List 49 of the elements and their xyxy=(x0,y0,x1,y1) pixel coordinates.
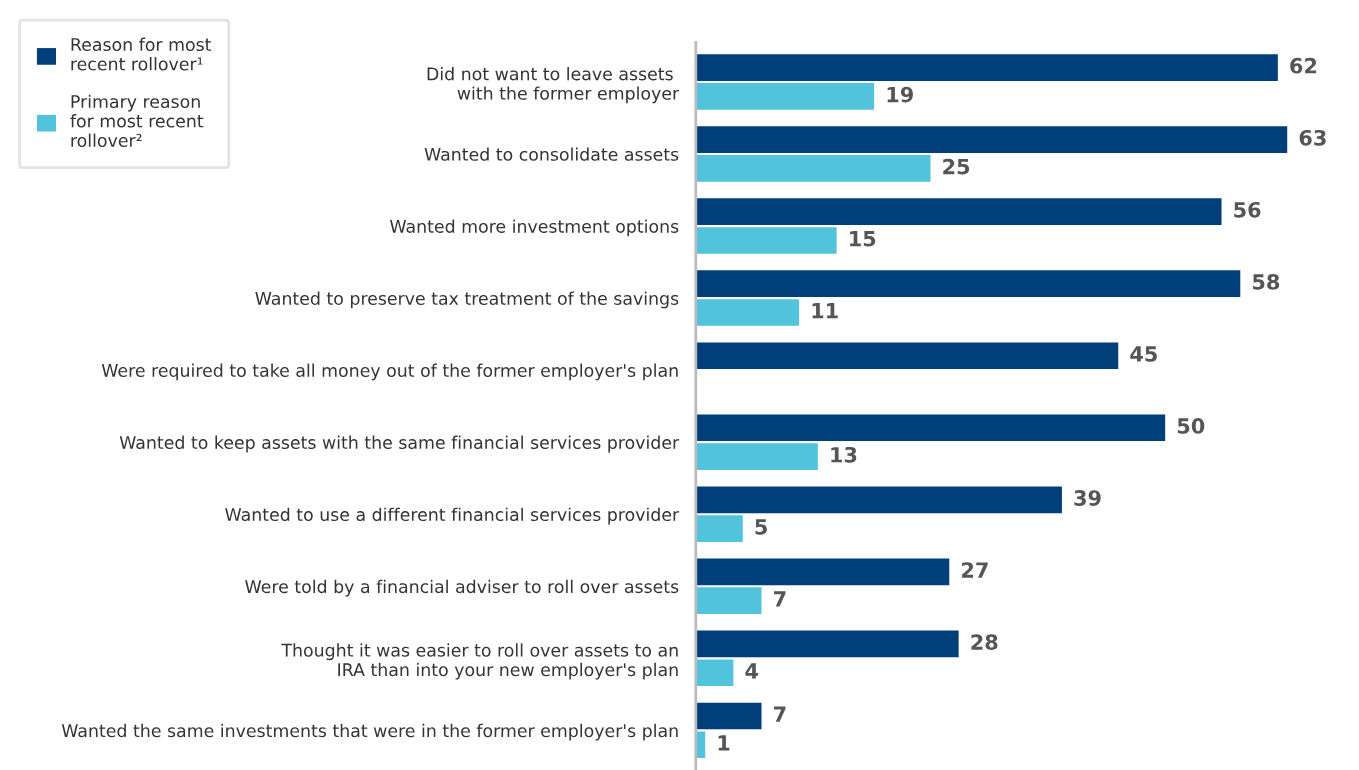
y-tick-label: Wanted to keep assets with the same financial services provider xyxy=(119,435,680,453)
y-tick-label: Wanted to use a different financial services provider xyxy=(225,507,680,525)
legend-label: Reason for most recent rollover¹ xyxy=(71,37,212,71)
data-label: 1 xyxy=(718,735,730,751)
bar xyxy=(695,342,1119,370)
y-tick-label: Wanted to preserve tax treatment of the savings xyxy=(255,291,679,309)
bar xyxy=(695,414,1166,442)
bar xyxy=(695,155,931,182)
data-label: 11 xyxy=(812,303,838,319)
bar xyxy=(695,83,875,110)
bar xyxy=(695,299,800,326)
data-label: 7 xyxy=(774,706,786,722)
data-label: 4 xyxy=(745,663,759,679)
y-tick-label: Thought it was easier to roll over assets to an IRA than into your new employer's plan xyxy=(281,643,678,680)
bar xyxy=(695,54,1278,81)
bar xyxy=(695,486,1062,514)
data-label: 45 xyxy=(1130,346,1157,362)
data-label: 27 xyxy=(962,562,988,578)
bar xyxy=(695,630,959,658)
bar xyxy=(695,126,1288,153)
y-tick-label: Wanted more investment options xyxy=(390,219,679,237)
data-label: 19 xyxy=(887,86,913,103)
y-tick-label: Wanted the same investments that were in the former employer's plan xyxy=(61,723,678,741)
data-label: 63 xyxy=(1299,129,1326,146)
data-label: 39 xyxy=(1074,490,1101,506)
bar xyxy=(695,558,950,586)
bar xyxy=(695,198,1222,225)
y-tick-label: Did not want to leave assets with the former employer xyxy=(427,66,680,104)
data-label: 58 xyxy=(1253,273,1280,290)
bar xyxy=(695,227,837,254)
y-tick-label: Were told by a financial adviser to roll over assets xyxy=(245,579,679,597)
data-label: 7 xyxy=(774,591,786,607)
y-tick-label: Wanted to consolidate assets xyxy=(424,147,679,161)
data-label: 5 xyxy=(755,519,767,535)
bar xyxy=(695,702,762,730)
data-label: 15 xyxy=(850,231,876,247)
data-label: 62 xyxy=(1290,57,1317,74)
bar xyxy=(695,270,1241,298)
bar xyxy=(695,587,762,615)
data-label: 13 xyxy=(831,446,857,463)
data-label: 50 xyxy=(1177,418,1205,434)
data-label: 56 xyxy=(1234,201,1261,218)
legend-label: Primary reason for most recent rollover² xyxy=(70,94,204,147)
bar xyxy=(695,659,734,687)
y-tick-label: Were required to take all money out of the former employer's plan xyxy=(101,363,678,381)
bar xyxy=(695,515,743,542)
data-label: 25 xyxy=(943,158,970,175)
data-label: 28 xyxy=(971,634,998,650)
bar xyxy=(695,443,818,470)
